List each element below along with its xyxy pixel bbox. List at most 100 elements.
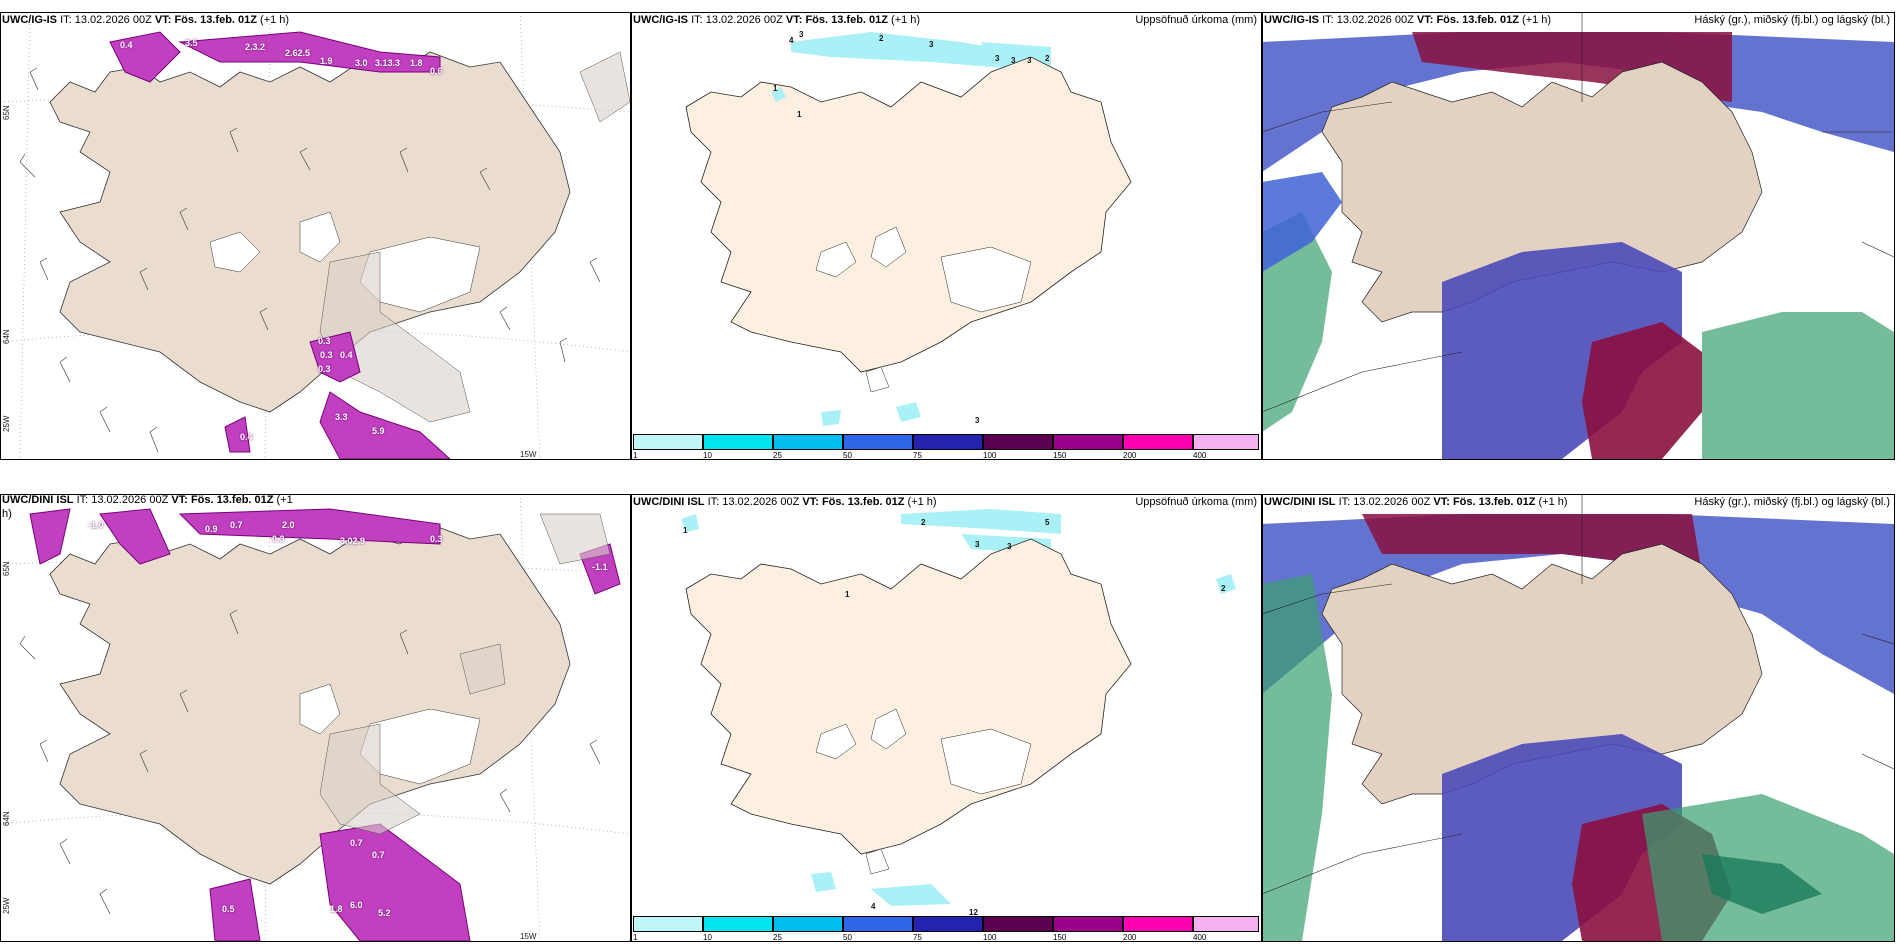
vt-label: VT:: [171, 494, 188, 506]
colorbar-segment: [773, 916, 843, 932]
colorbar-tick: 200: [1123, 451, 1137, 459]
snow-value: 0.7: [372, 850, 385, 860]
snow-value: 0.3: [318, 364, 331, 374]
colorbar-tick: 150: [1053, 933, 1067, 941]
vt-label: VT:: [1416, 14, 1434, 26]
colorbar-tick: 1: [633, 451, 638, 459]
precip-value: 3: [1011, 56, 1016, 65]
precip-value: 4: [789, 36, 794, 45]
panel-wind-snow-top: UWC/IG-IS IT: 13.02.2026 00Z VT: Fös. 13…: [0, 12, 630, 459]
colorbar-tick: 400: [1193, 933, 1207, 941]
iceland-land: [1321, 543, 1763, 805]
colorbar-segment: [843, 916, 913, 932]
colorbar-tick: 10: [703, 451, 712, 459]
precip-value: 3: [799, 30, 804, 39]
it-value: 13.02.2026 00Z: [74, 14, 152, 26]
vt-value: Fös. 13.feb. 01Z: [190, 494, 274, 506]
snow-value: 0.3: [320, 350, 333, 360]
colorbar-tick: 50: [843, 933, 852, 941]
it-label: IT:: [1322, 14, 1334, 26]
wind-barbs: [19, 67, 601, 453]
snow-value: 0.4: [240, 432, 253, 442]
panel-header: UWC/DINI ISL IT: 13.02.2026 00Z VT: Fös.…: [2, 494, 293, 506]
panel-title: Uppsöfnuð úrkoma (mm): [1135, 496, 1257, 508]
snow-value: 3.3: [335, 412, 348, 422]
lat-label-64n: 64N: [2, 329, 11, 344]
snow-value: 2.62.5: [285, 48, 311, 58]
precip-value: 1: [797, 110, 802, 119]
colorbar-segment: [703, 434, 773, 450]
model-name: UWC/DINI ISL: [1264, 496, 1336, 508]
colorbar-tick: 50: [843, 451, 852, 459]
colorbar-tick: 200: [1123, 933, 1137, 941]
lat-label-65n: 65N: [2, 561, 11, 576]
panel-header: UWC/IG-IS IT: 13.02.2026 00Z VT: Fös. 13…: [1264, 14, 1551, 26]
colorbar-tick: 1: [633, 933, 638, 941]
lead-time: (+1 h): [1538, 496, 1568, 508]
colorbar-tick: 75: [913, 451, 922, 459]
colorbar-segment: [1193, 434, 1259, 450]
colorbar-segment: [1053, 916, 1123, 932]
snow-value: 3.13.3: [375, 58, 401, 68]
colorbar-tick: 10: [703, 933, 712, 941]
lat-label-64n: 64N: [2, 811, 11, 826]
snow-value: 2.3.2: [245, 42, 266, 52]
lon-label-15w: 15W: [520, 450, 537, 459]
colorbar-segment: [913, 916, 983, 932]
colorbar-segment: [703, 916, 773, 932]
colorbar-segment: [773, 434, 843, 450]
colorbar-segment: [633, 916, 703, 932]
vt-value: Fös. 13.feb. 01Z: [1452, 496, 1536, 508]
precip-value: 1: [845, 590, 850, 599]
precip-value: 3: [975, 416, 980, 425]
model-name: UWC/DINI ISL: [633, 496, 705, 508]
vt-value: Fös. 13.feb. 01Z: [1436, 14, 1519, 26]
lead-time-wrap: h): [2, 508, 12, 520]
snow-value: 5.2: [378, 908, 391, 918]
snow-value: 0.3: [430, 534, 443, 544]
map-clouds-top: [1262, 12, 1894, 459]
panel-header: UWC/DINI ISL IT: 13.02.2026 00Z VT: Fös.…: [633, 496, 937, 508]
colorbar-segment: [983, 916, 1053, 932]
it-label: IT:: [691, 14, 703, 26]
lead-time: (+1 h): [907, 496, 937, 508]
colorbar: 1 10 25 50 75 100 150 200 400: [633, 916, 1259, 941]
colorbar-segment: [633, 434, 703, 450]
colorbar-segment: [983, 434, 1053, 450]
vt-value: Fös. 13.feb. 01Z: [805, 14, 888, 26]
precip-value: 12: [969, 908, 978, 917]
snow-value: -1.1: [592, 562, 608, 572]
colorbar-tick: 100: [983, 451, 997, 459]
lead-time: (+1 h): [260, 14, 290, 26]
snow-value: 1.8: [410, 58, 423, 68]
vt-label: VT:: [802, 496, 819, 508]
precip-value: 2: [921, 518, 926, 527]
precip-value: 3: [1027, 56, 1032, 65]
colorbar-segment: [1123, 434, 1193, 450]
map-precip-top: [631, 12, 1261, 459]
map-clouds-bottom: [1262, 494, 1894, 941]
snow-value: -1.0: [88, 520, 104, 530]
colorbar-tick: 100: [983, 933, 997, 941]
snow-value: 2.0: [282, 520, 295, 530]
snow-value: 1.9: [320, 56, 333, 66]
lead-time: (+1: [276, 494, 293, 506]
panel-precip-top: UWC/IG-IS IT: 13.02.2026 00Z VT: Fös. 13…: [631, 12, 1261, 459]
it-value: 13.02.2026 00Z: [1353, 496, 1431, 508]
panel-title: Háský (gr.), miðský (fj.bl.) og lágský (…: [1694, 496, 1890, 508]
snow-value: 0.7: [230, 520, 243, 530]
panel-title: Háský (gr.), miðský (fj.bl.) og lágský (…: [1694, 14, 1890, 26]
it-label: IT:: [60, 14, 72, 26]
snow-value: 3.0: [355, 58, 368, 68]
map-precip-bottom: [631, 494, 1261, 941]
vt-label: VT:: [154, 14, 172, 26]
snow-value: 3.02.9: [340, 536, 366, 546]
snow-value: 3.5: [185, 38, 198, 48]
it-value: 13.02.2026 00Z: [722, 496, 800, 508]
panel-precip-bottom: UWC/DINI ISL IT: 13.02.2026 00Z VT: Fös.…: [631, 494, 1261, 941]
precip-value: 2: [1221, 584, 1226, 593]
colorbar-segment: [913, 434, 983, 450]
cross-hatch-areas: [319, 51, 630, 423]
colorbar-tick: 150: [1053, 451, 1067, 459]
snow-value: 0.4: [340, 350, 353, 360]
